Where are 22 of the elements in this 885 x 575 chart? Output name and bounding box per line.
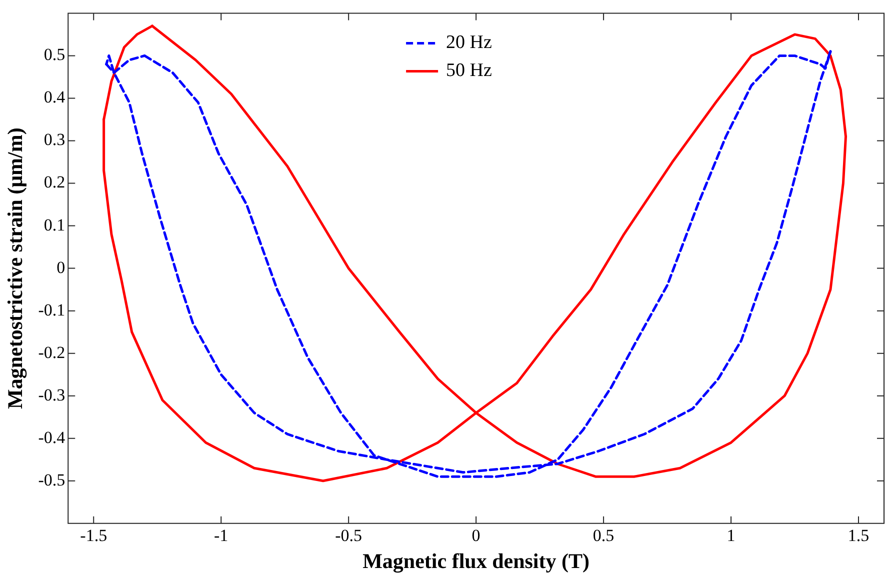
- y-axis-title: Magnetostrictive strain (μm/m): [3, 128, 28, 409]
- y-tick-label: 0.3: [44, 130, 66, 150]
- x-tick-label: -0.5: [335, 526, 362, 546]
- x-tick-label: -1: [214, 526, 228, 546]
- y-tick-label: 0: [56, 258, 66, 277]
- x-tick-label: -1.5: [80, 526, 108, 546]
- legend-label: 20 Hz: [446, 32, 492, 54]
- y-tick-label: -0.4: [38, 428, 66, 447]
- y-tick-label: -0.1: [38, 300, 66, 320]
- x-tick-label: 0: [472, 526, 480, 546]
- x-axis-title: Magnetic flux density (T): [362, 548, 590, 573]
- legend-label: 50 Hz: [446, 60, 492, 82]
- y-tick-label: -0.2: [38, 342, 66, 362]
- y-tick-label: 0.5: [44, 45, 66, 64]
- y-tick-label: -0.5: [38, 470, 66, 490]
- y-tick-label: -0.3: [38, 385, 66, 404]
- x-tick-label: 0.5: [592, 526, 614, 546]
- y-tick-label: 0.1: [44, 215, 66, 234]
- x-tick-label: 1: [726, 526, 736, 546]
- y-tick-label: 0.4: [44, 88, 66, 107]
- x-tick-label: 1.5: [848, 526, 870, 546]
- y-tick-label: 0.2: [44, 172, 66, 192]
